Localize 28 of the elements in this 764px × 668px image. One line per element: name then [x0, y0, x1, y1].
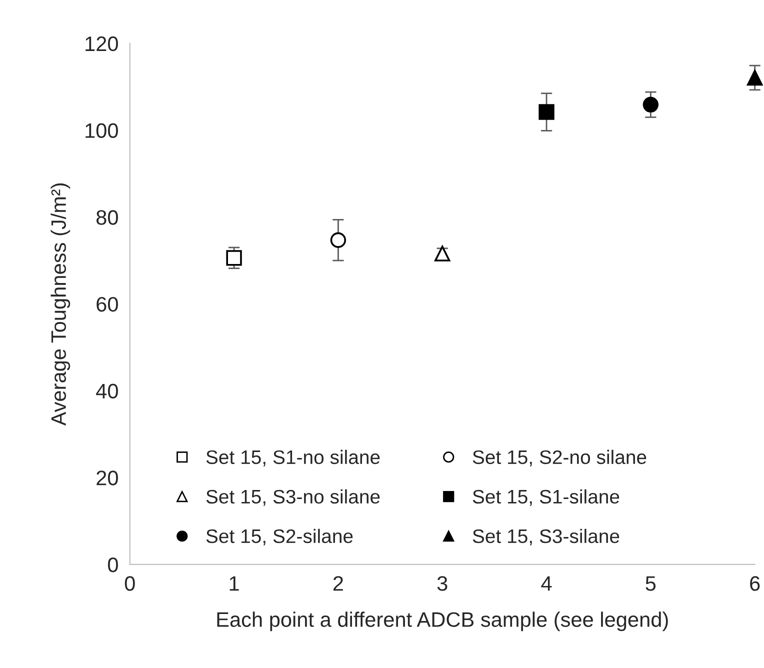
y-tick-label: 120 — [86, 36, 118, 52]
point — [434, 246, 450, 262]
x-tick-label: 3 — [437, 576, 448, 591]
point — [330, 232, 346, 248]
point — [226, 250, 242, 266]
legend-label: Set 15, S1-no silane — [206, 450, 380, 466]
legend-label: Set 15, S1-silane — [472, 489, 620, 506]
x-axis-title: Each point a different ADCB sample (see legend) — [217, 612, 668, 632]
x-tick-label: 0 — [124, 576, 135, 591]
x-tick-label: 4 — [541, 576, 552, 591]
y-tick-label: 60 — [96, 296, 118, 312]
x-tick-label: 2 — [333, 576, 343, 591]
legend-label: Set 15, S3-no silane — [206, 489, 380, 506]
point — [746, 70, 763, 86]
legend-label: Set 15, S3-silane — [472, 528, 620, 546]
y-axis-title: Average Toughness (J/m²) — [50, 183, 70, 426]
x-tick-label: 5 — [646, 576, 656, 591]
legend-label: Set 15, S2-silane — [206, 528, 353, 546]
point — [538, 104, 554, 120]
legend-label: Set 15, S2-no silane — [472, 450, 646, 466]
y-tick-label: 20 — [96, 470, 118, 486]
y-tick-label: 0 — [108, 557, 118, 572]
y-tick-label: 80 — [96, 210, 118, 225]
x-tick-label: 1 — [230, 576, 239, 591]
y-tick-label: 40 — [96, 384, 118, 399]
y-tick-label: 100 — [86, 123, 118, 138]
x-tick-label: 6 — [750, 576, 760, 591]
point — [642, 96, 659, 112]
